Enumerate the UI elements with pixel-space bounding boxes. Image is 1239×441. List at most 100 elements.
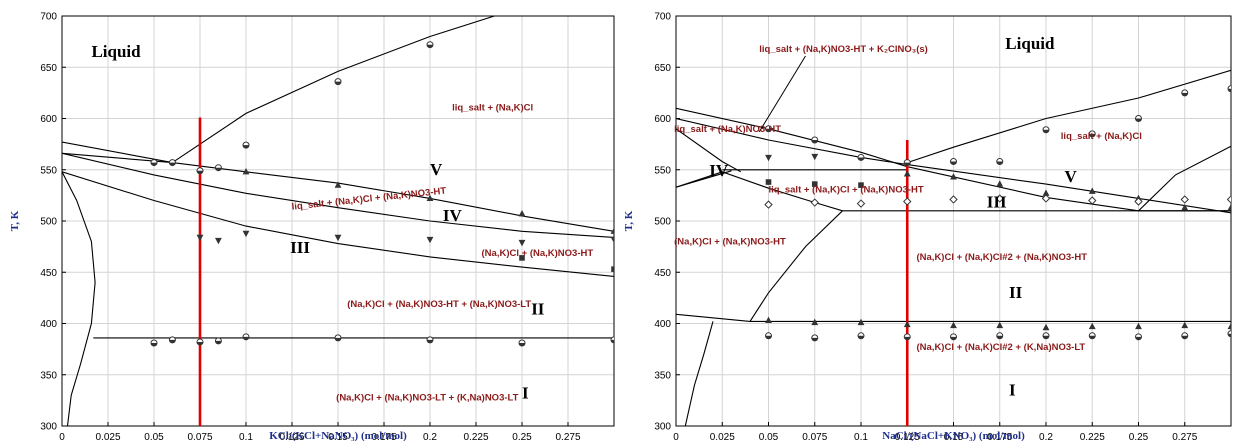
data-point-triangle bbox=[1088, 322, 1096, 330]
phase-boundary-curve bbox=[62, 171, 96, 426]
y-tick-label: 400 bbox=[40, 319, 57, 330]
region-numeral: II bbox=[531, 299, 545, 318]
phase-region-label: liq_salt + (Na,K)Cl + (Na,K)NO3-HT bbox=[769, 184, 924, 195]
data-point-triangle-down bbox=[518, 239, 526, 247]
phase-region-label: liq_salt + (Na,K)Cl bbox=[1061, 131, 1142, 142]
phase-boundary-curve bbox=[62, 152, 614, 238]
data-point-triangle-down bbox=[765, 154, 772, 162]
y-tick-label: 350 bbox=[40, 370, 57, 381]
data-point-circle-fill bbox=[1089, 133, 1096, 137]
region-numeral: V bbox=[430, 160, 443, 179]
x-tick-label: 0.2 bbox=[423, 432, 437, 441]
chart-panel-2: 300 350 400 450 500 550 600 650 700 0 0.025 0.05 0.0… bbox=[623, 12, 1232, 441]
x-tick-label: 0.175 bbox=[371, 432, 396, 441]
data-point-triangle bbox=[811, 318, 819, 326]
y-tick-label: 300 bbox=[654, 422, 671, 433]
data-point-circle-fill bbox=[197, 170, 203, 174]
data-point-circle-fill bbox=[904, 336, 911, 340]
data-point-circle-fill bbox=[215, 340, 222, 344]
region-numeral: III bbox=[987, 193, 1007, 212]
y-tick-label: 700 bbox=[654, 12, 671, 23]
region-numeral: I bbox=[1009, 380, 1016, 399]
data-point-triangle bbox=[518, 210, 526, 217]
data-point-triangle bbox=[903, 320, 911, 328]
phase-region-label: liq_salt + (Na,K)NO3-HT + K₂ClNO₃(s) bbox=[759, 44, 928, 55]
data-point-circle-fill bbox=[151, 162, 157, 166]
data-point-circle-fill bbox=[169, 339, 176, 343]
data-point-circle-fill bbox=[519, 342, 525, 346]
data-point-circle-fill bbox=[1043, 129, 1049, 133]
data-point-diamond bbox=[1134, 197, 1143, 206]
data-point-circle-fill bbox=[243, 145, 249, 149]
data-point-triangle bbox=[1227, 203, 1231, 211]
plot-content bbox=[676, 55, 1231, 426]
x-axis-title: KCl/(KCl+NaNO₃) (mol/mol) bbox=[269, 430, 407, 441]
data-point-triangle-down bbox=[242, 230, 250, 238]
data-point-triangle-down bbox=[334, 234, 342, 242]
data-point-triangle bbox=[1042, 323, 1050, 331]
data-point-circle-fill bbox=[904, 162, 911, 166]
data-point-triangle bbox=[334, 181, 342, 188]
y-tick-label: 600 bbox=[40, 114, 57, 125]
y-axis-title: T, K bbox=[9, 210, 21, 231]
data-point-triangle-down bbox=[196, 234, 204, 242]
phase-boundary-curve bbox=[676, 171, 843, 212]
phase-boundary-curve bbox=[172, 16, 495, 164]
phase-boundary-curve bbox=[907, 69, 1231, 164]
data-point-circle-fill bbox=[611, 339, 614, 343]
y-tick-label: 500 bbox=[40, 217, 57, 228]
y-tick-label: 650 bbox=[40, 63, 57, 74]
data-point-circle-fill bbox=[858, 335, 864, 339]
y-tick-label: 300 bbox=[40, 422, 57, 433]
phase-region-label: (Na,K)Cl + (Na,K)Cl#2 + (Na,K)NO3-HT bbox=[917, 252, 1088, 263]
data-point-triangle bbox=[950, 173, 957, 180]
y-tick-label: 550 bbox=[654, 165, 671, 176]
y-tick-label: 400 bbox=[654, 319, 671, 330]
data-point-diamond bbox=[810, 198, 819, 207]
x-tick-label: 0.1 bbox=[854, 432, 868, 441]
y-tick-label: 350 bbox=[654, 370, 671, 381]
y-tick-label: 550 bbox=[40, 165, 57, 176]
phase-region-label: (Na,K)Cl + (Na,K)NO3-HT + (Na,K)NO3-LT bbox=[347, 299, 531, 310]
phase-region-label: (Na,K)Cl + (Na,K)NO3-HT bbox=[482, 248, 594, 259]
data-point-circle-fill bbox=[169, 162, 176, 166]
phase-region-label: liq_salt + (Na,K)Cl + (Na,K)NO3-HT bbox=[291, 186, 447, 213]
data-point-triangle bbox=[1227, 322, 1231, 330]
data-point-circle-fill bbox=[765, 128, 772, 132]
data-point-diamond bbox=[856, 199, 866, 208]
data-point-circle-fill bbox=[1181, 92, 1188, 96]
data-point-circle-fill bbox=[1089, 335, 1096, 339]
region-numeral: III bbox=[290, 238, 310, 257]
data-point-circle-fill bbox=[1135, 118, 1142, 122]
liquid-region-label: Liquid bbox=[91, 42, 141, 61]
phase-region-label: liq_salt + (Na,K)NO3-HT bbox=[674, 124, 781, 135]
data-point-triangle bbox=[426, 194, 434, 202]
x-tick-label: 0.25 bbox=[512, 432, 532, 441]
data-point-circle-fill bbox=[950, 336, 957, 340]
data-point-triangle bbox=[242, 168, 250, 175]
phase-boundary-curve bbox=[676, 313, 1231, 322]
data-point-circle-fill bbox=[765, 335, 772, 339]
y-tick-label: 450 bbox=[654, 268, 671, 279]
data-point-circle-fill bbox=[427, 339, 433, 343]
x-tick-label: 0.2 bbox=[1039, 432, 1053, 441]
data-point-circle-fill bbox=[1181, 335, 1188, 339]
data-point-circle-fill bbox=[996, 161, 1003, 165]
region-numeral: IV bbox=[443, 206, 463, 225]
phase-region-label: liq_salt + (Na,K)Cl bbox=[452, 102, 533, 113]
data-point-circle-fill bbox=[1228, 88, 1231, 92]
y-tick-label: 450 bbox=[40, 268, 57, 279]
data-point-circle-fill bbox=[427, 44, 433, 48]
region-numeral: I bbox=[522, 383, 529, 402]
data-point-circle-fill bbox=[1135, 336, 1142, 340]
data-point-diamond bbox=[995, 194, 1004, 203]
data-point-triangle bbox=[903, 170, 911, 177]
x-tick-label: 0.225 bbox=[1080, 432, 1105, 441]
x-tick-label: 0.175 bbox=[987, 432, 1012, 441]
x-tick-label: 0.025 bbox=[710, 432, 735, 441]
data-point-triangle bbox=[996, 321, 1004, 329]
y-tick-label: 600 bbox=[654, 114, 671, 125]
data-point-circle-fill bbox=[858, 157, 864, 161]
data-point-diamond bbox=[1180, 195, 1189, 204]
